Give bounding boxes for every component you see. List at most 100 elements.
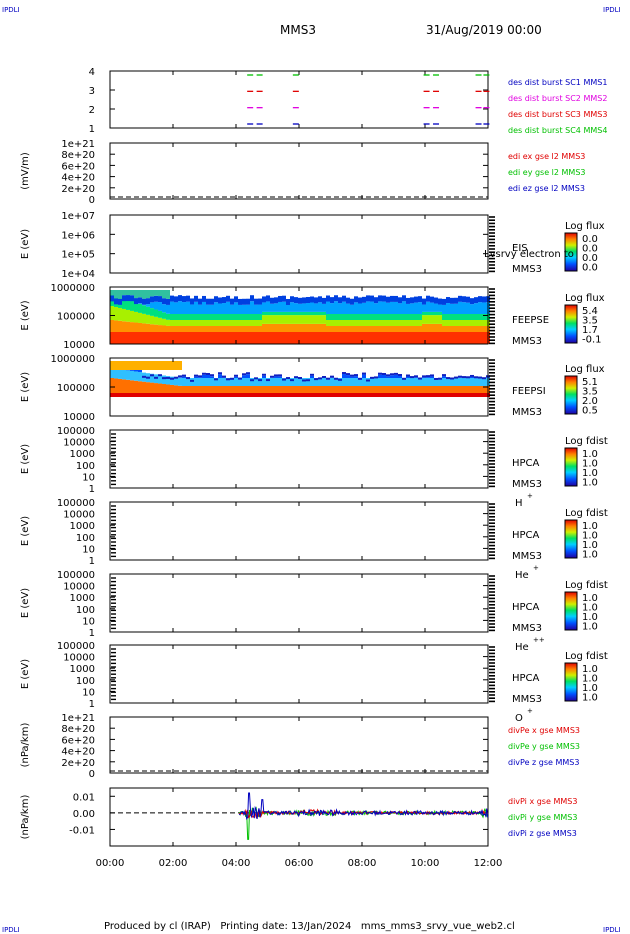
- spectrogram-cell: [194, 314, 198, 320]
- spectrogram-cell: [142, 298, 146, 305]
- spectrogram-cell: [378, 326, 382, 332]
- spectrogram-cell: [142, 375, 146, 378]
- spectrogram-cell: [150, 361, 154, 370]
- spectrogram-cell: [166, 361, 170, 370]
- spectrogram-cell: [142, 393, 146, 397]
- spectrogram-cell: [130, 370, 134, 381]
- spectrogram-cell: [202, 295, 206, 302]
- spectrogram-cell: [322, 323, 326, 332]
- spectrogram-cell: [406, 314, 410, 320]
- spectrogram-cell: [430, 393, 434, 397]
- spectrogram-cell: [270, 378, 274, 386]
- spectrogram-cell: [162, 290, 166, 299]
- spectrogram-cell: [434, 332, 438, 344]
- spectrogram-cell: [118, 320, 122, 332]
- spectrogram-cell: [470, 393, 474, 397]
- spectrogram-cell: [250, 295, 254, 302]
- spectrogram-cell: [122, 290, 126, 296]
- y-tick-label: 10000: [63, 510, 95, 521]
- spectrogram-cell: [462, 376, 466, 379]
- spectrogram-cell: [218, 378, 222, 386]
- spectrogram-cell: [314, 378, 318, 386]
- y-tick-label: 6e+20: [61, 735, 95, 746]
- spectrogram-cell: [478, 376, 482, 379]
- spectrogram-cell: [162, 318, 166, 326]
- time-axis: 00:00 02:00 04:00 06:00 08:00 10:00 12:00: [96, 858, 503, 869]
- spectrogram-cell: [454, 297, 458, 304]
- spectrogram-cell: [206, 393, 210, 397]
- y-tick-label: 10000: [63, 340, 95, 351]
- spectrogram-cell: [202, 393, 206, 397]
- spectrogram-cell: [394, 332, 398, 344]
- spectrogram-cell: [478, 302, 482, 314]
- panel-feepse: 10000 100000 1000000 E (eV) FEEPSE MMS3 Log fl…: [20, 283, 605, 351]
- spectrogram-cell: [422, 311, 426, 316]
- spectrogram-cell: [474, 297, 478, 304]
- spectrogram-cell: [282, 386, 286, 393]
- spectrogram-cell: [370, 332, 374, 344]
- spectrogram-cell: [362, 302, 366, 314]
- spectrogram-cell: [262, 302, 266, 312]
- spectrogram-cell: [362, 326, 366, 332]
- spectrogram-cell: [346, 386, 350, 393]
- panel-frame: [109, 716, 489, 774]
- spectrogram-cell: [330, 303, 334, 314]
- spectrogram-cell: [238, 378, 242, 386]
- instrument-label: HPCA: [512, 530, 540, 541]
- spectrogram-cell: [146, 314, 150, 324]
- spectrogram-cell: [398, 393, 402, 397]
- spectrogram-cell: [190, 298, 194, 305]
- spectrogram-cell: [358, 393, 362, 397]
- y-tick-label: 100000: [57, 570, 95, 581]
- spectrogram-cell: [338, 326, 342, 332]
- spectrogram-cell: [118, 369, 122, 379]
- spectrogram-cell: [174, 377, 178, 386]
- spectrogram-cell: [466, 302, 470, 314]
- spectrogram-cell: [338, 378, 342, 381]
- spectrogram-cell: [174, 376, 178, 379]
- spectrogram-cell: [186, 386, 190, 393]
- spectrogram-cell: [234, 314, 238, 320]
- spectrogram-cell: [162, 325, 166, 332]
- species-label: O: [515, 713, 523, 724]
- spectrogram-cell: [214, 314, 218, 320]
- spectrogram-cell: [310, 373, 314, 376]
- spectrogram-cell: [226, 301, 230, 314]
- spectrogram-cell: [350, 376, 354, 378]
- spectrogram-cell: [370, 314, 374, 320]
- spectrogram-cell: [430, 386, 434, 393]
- spectrogram-cell: [126, 309, 130, 322]
- y-tick-label: 1000: [70, 521, 95, 532]
- spectrogram-cell: [178, 385, 182, 393]
- spectrogram-cell: [150, 374, 154, 377]
- spectrogram-cell: [274, 378, 278, 386]
- spectrogram-cell: [146, 323, 150, 332]
- spectrogram-cell: [346, 303, 350, 314]
- spectrogram-cell: [194, 376, 198, 378]
- spectrogram-cell: [138, 381, 142, 393]
- spectrogram-cell: [422, 386, 426, 393]
- spectrogram-cell: [238, 386, 242, 393]
- spectrogram-cell: [174, 320, 178, 326]
- spectrogram-cell: [198, 375, 202, 378]
- spectrogram-cell: [366, 378, 370, 386]
- spectrogram-cell: [210, 376, 214, 378]
- time-tick-label: 02:00: [159, 858, 188, 869]
- spectrogram-cell: [378, 386, 382, 393]
- spectrogram-cell: [198, 320, 202, 326]
- colorbar-tick-label: 2.0: [582, 396, 598, 407]
- spectrogram-cell: [298, 297, 302, 304]
- spectrogram-cell: [342, 314, 346, 320]
- spectrogram-cell: [206, 304, 210, 314]
- y-tick-label: 3: [89, 86, 95, 97]
- spectrogram-cell: [318, 332, 322, 344]
- spectrogram-cell: [218, 374, 222, 378]
- spectrogram-cell: [110, 295, 114, 302]
- spectrogram-cell: [254, 298, 258, 305]
- spectrogram-cell: [322, 311, 326, 316]
- spectrogram-cell: [162, 377, 166, 380]
- spectrogram-cell: [230, 378, 234, 386]
- spectrogram-cell: [198, 378, 202, 386]
- spectrogram-cell: [350, 326, 354, 332]
- spectrogram-cell: [162, 298, 166, 305]
